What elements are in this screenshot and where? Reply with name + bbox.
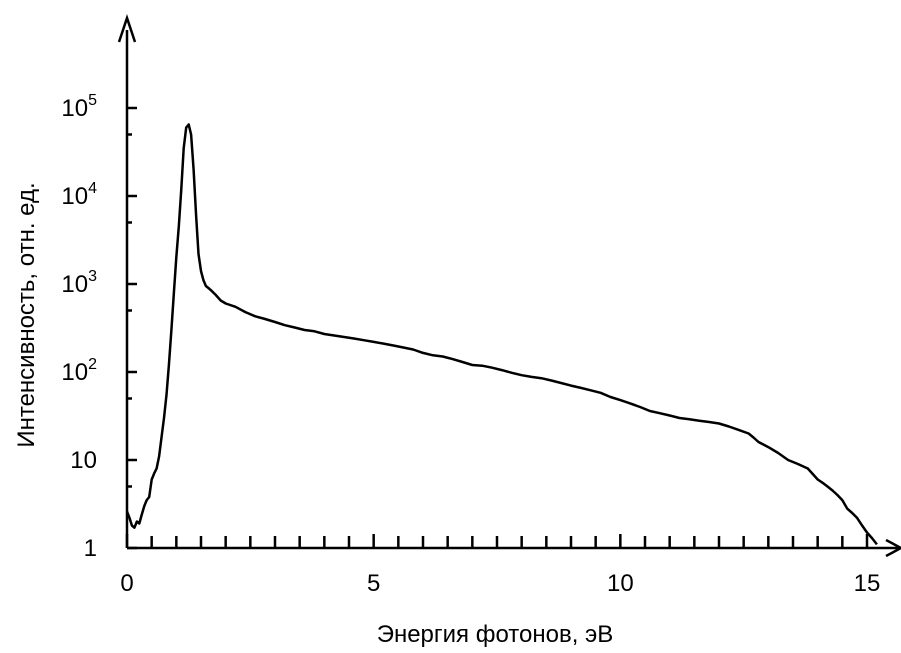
y-axis-arrow <box>117 14 137 43</box>
x-tick-label: 5 <box>367 570 380 597</box>
x-axis-arrow <box>885 538 901 558</box>
x-ticks: 0 5 10 15 <box>120 534 880 597</box>
y-axis-title: Интенсивность, отн. ед. <box>13 182 40 447</box>
y-tick-label: 105 <box>61 92 97 122</box>
y-tick-label: 103 <box>61 268 97 298</box>
y-tick-label: 1 <box>84 535 97 562</box>
x-tick-label: 0 <box>120 570 133 597</box>
y-tick-label: 10 <box>70 447 97 474</box>
x-tick-label: 10 <box>607 570 634 597</box>
x-axis-title: Энергия фотонов, эВ <box>377 621 614 648</box>
y-ticks: 1 10 102 103 104 105 <box>61 92 137 562</box>
y-tick-label: 104 <box>61 180 97 210</box>
y-tick-label: 102 <box>61 356 97 386</box>
intensity-series-line <box>125 123 878 546</box>
axes <box>117 14 901 558</box>
x-tick-label: 15 <box>854 570 881 597</box>
